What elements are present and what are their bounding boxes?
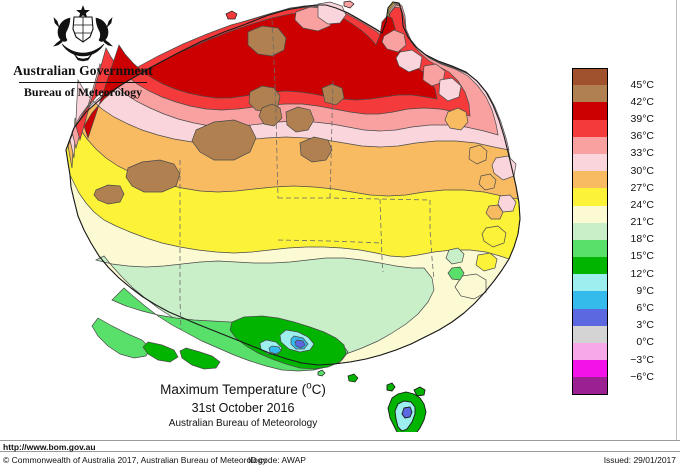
temperature-bands (65, 1, 521, 372)
legend-swatch (572, 274, 608, 292)
legend-label: 30°C (630, 164, 654, 177)
bom-website-link[interactable]: http://www.bom.gov.au (3, 442, 96, 452)
legend-label: 0°C (636, 336, 654, 349)
legend-label: −6°C (630, 370, 654, 383)
map-caption-block: Maximum Temperature (oC) 31st October 20… (118, 381, 368, 431)
map-title-unit-tail: C) (311, 382, 326, 397)
page-right-frame (676, 0, 677, 440)
australian-government-title: Australian Government (13, 63, 153, 78)
legend-label: 36°C (630, 130, 654, 143)
legend-swatch (572, 308, 608, 326)
legend-swatch (572, 153, 608, 172)
footer-divider-top (0, 440, 680, 441)
north-coast-strips (294, 1, 462, 102)
legend-swatch (572, 291, 608, 309)
legend-swatch (572, 239, 608, 258)
legend-swatch (572, 136, 608, 154)
legend-label: 3°C (636, 319, 654, 332)
legend-label: 6°C (636, 302, 654, 315)
legend-swatch (572, 205, 608, 223)
east-coast-pockets (444, 107, 517, 300)
footer-divider-middle (0, 451, 680, 452)
offshore-islands (225, 0, 359, 383)
map-title-text: Maximum Temperature ( (160, 382, 307, 397)
header-divider (19, 81, 147, 83)
map-date: 31st October 2016 (191, 401, 295, 415)
legend-label: −3°C (630, 353, 654, 366)
legend-swatch (572, 102, 608, 120)
legend-label: 42°C (630, 95, 654, 108)
legend-label: 39°C (630, 112, 654, 125)
legend-swatch (572, 188, 608, 206)
map-organisation: Australian Bureau of Meteorology (168, 418, 318, 429)
state-borders (179, 19, 435, 331)
legend-swatch (572, 360, 608, 378)
legend-swatch (572, 68, 608, 86)
legend-swatch (572, 171, 608, 189)
legend-swatch (572, 377, 608, 395)
legend-label: 33°C (630, 147, 654, 160)
legend-swatch (572, 325, 608, 343)
tasmania (386, 382, 427, 432)
legend-swatch (572, 85, 608, 103)
legend-swatch (572, 119, 608, 137)
bom-header-block: Australian Government Bureau of Meteorol… (8, 4, 158, 100)
legend-swatch (572, 222, 608, 240)
legend-label: 9°C (636, 284, 654, 297)
legend-swatch (572, 343, 608, 361)
legend-label: 27°C (630, 181, 654, 194)
map-title: Maximum Temperature (oC) (118, 381, 368, 398)
legend-label: 15°C (630, 250, 654, 263)
legend-label: 12°C (630, 267, 654, 280)
degree-symbol: o (306, 380, 312, 392)
hotspot-patches (93, 25, 345, 205)
issued-date: Issued: 29/01/2017 (603, 455, 676, 465)
coastline (65, 1, 521, 366)
australia-temperature-map-svg (65, 0, 521, 432)
legend-label: 18°C (630, 233, 654, 246)
bureau-of-meteorology-title: Bureau of Meteorology (23, 85, 143, 99)
product-id-code: ID code: AWAP (248, 455, 306, 465)
legend-label: 24°C (630, 198, 654, 211)
copyright-notice: © Commonwealth of Australia 2017, Austra… (3, 455, 267, 465)
australian-coat-of-arms-icon (53, 5, 113, 62)
legend-label: 45°C (630, 78, 654, 91)
map-canvas[interactable] (0, 0, 556, 432)
legend-label: 21°C (630, 216, 654, 229)
legend-swatch (572, 257, 608, 275)
